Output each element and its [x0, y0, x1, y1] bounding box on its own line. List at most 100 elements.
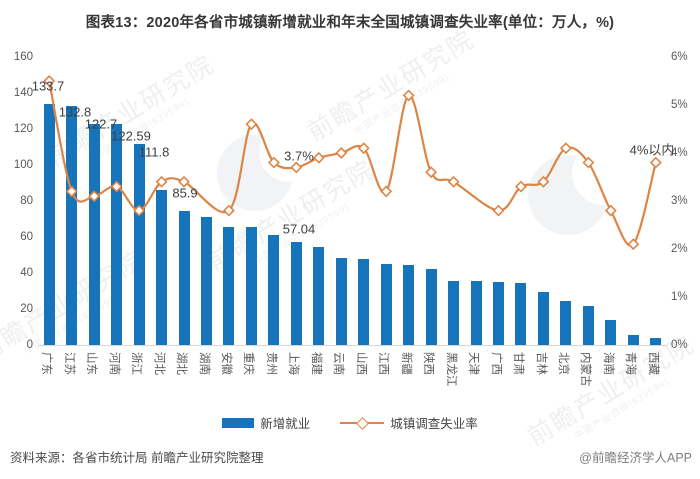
- legend-line-label: 城镇调查失业率: [390, 417, 478, 431]
- bar-黑龙江: [448, 280, 460, 345]
- bar-广东: [43, 104, 55, 345]
- left-y-axis: 160 140 120 100 80 60 40 20 0: [0, 51, 33, 351]
- line-point-marker: [110, 180, 123, 193]
- bar-海南: [605, 320, 617, 345]
- x-label-黑龙江: 黑龙江: [442, 349, 464, 411]
- line-point-marker: [515, 180, 527, 193]
- x-label-text: 广东: [40, 352, 53, 375]
- x-label-青海: 青海: [622, 349, 644, 411]
- line-point-marker: [222, 204, 235, 217]
- bar-广西: [493, 281, 505, 345]
- bar-内蒙古: [582, 305, 594, 345]
- data-label: 85.9: [172, 185, 198, 201]
- left-axis-tick: 160: [13, 51, 33, 63]
- bar-上海: [290, 242, 302, 345]
- bar-湖北: [178, 211, 190, 345]
- x-label-text: 吉林: [534, 352, 547, 375]
- unemployment-line: [48, 80, 657, 247]
- x-label-广西: 广西: [487, 349, 509, 411]
- bar-天津: [470, 280, 482, 345]
- legend-item-line: 城镇调查失业率: [340, 413, 478, 432]
- line-point-marker: [155, 175, 168, 188]
- line-point-marker: [537, 175, 550, 188]
- right-axis-tick: 1%: [671, 291, 688, 303]
- x-label-贵州: 贵州: [263, 349, 285, 411]
- right-axis-tick: 0%: [671, 339, 688, 351]
- x-label-河北: 河北: [150, 349, 172, 411]
- x-label-text: 湖南: [197, 352, 210, 375]
- data-label: 122.7: [84, 116, 118, 132]
- x-label-text: 浙江: [130, 352, 143, 375]
- bar-series-swatch: [222, 417, 255, 428]
- bar-福建: [313, 246, 325, 345]
- line-point-marker: [380, 185, 393, 198]
- right-axis-tick: 6%: [671, 51, 688, 63]
- x-label-福建: 福建: [308, 349, 330, 411]
- line-point-marker: [492, 204, 505, 217]
- right-axis-tick: 3%: [671, 195, 688, 207]
- bar-重庆: [245, 227, 257, 345]
- x-label-新疆: 新疆: [398, 349, 420, 411]
- x-label-text: 福建: [309, 352, 322, 375]
- data-label: 4%以内: [629, 142, 675, 158]
- x-label-text: 河北: [152, 352, 165, 375]
- footer: 资料来源：各省市统计局 前瞻产业研究院整理 @前瞻经济学人APP: [10, 447, 692, 466]
- bar-河北: [156, 190, 168, 345]
- x-label-海南: 海南: [600, 349, 622, 411]
- unemployment-line-layer: [43, 75, 662, 251]
- line-point-marker: [290, 161, 303, 174]
- bar-云南: [335, 257, 347, 345]
- x-axis-labels: 广东 江苏 山东 河南 浙江 河北 湖北 湖南 安徽 重庆 贵州 上海 福建 云南 山西 江西 新疆 陕西 黑龙江天…: [38, 349, 667, 411]
- x-label-text: 广西: [489, 352, 502, 375]
- x-label-text: 海南: [601, 352, 614, 375]
- line-point-marker: [582, 156, 595, 169]
- left-axis-tick: 0: [26, 339, 33, 351]
- x-label-北京: 北京: [555, 349, 577, 411]
- x-label-吉林: 吉林: [532, 349, 554, 411]
- x-label-text: 山西: [354, 352, 367, 375]
- bar-山东: [88, 124, 100, 345]
- credit-note: @前瞻经济学人APP: [579, 451, 692, 465]
- bar-河南: [111, 124, 123, 345]
- data-label: 133.7: [31, 78, 65, 94]
- line-point-marker: [312, 151, 325, 164]
- left-axis-tick: 20: [20, 303, 33, 315]
- x-label-text: 甘肃: [512, 352, 525, 375]
- x-label-text: 重庆: [242, 352, 255, 375]
- bar-江苏: [66, 105, 78, 345]
- left-axis-tick: 120: [13, 123, 33, 135]
- line-point-marker: [447, 175, 460, 188]
- line-point-marker: [65, 185, 78, 198]
- left-axis-tick: 60: [20, 231, 33, 243]
- line-point-marker: [649, 156, 662, 169]
- x-label-浙江: 浙江: [128, 349, 150, 411]
- line-point-marker: [133, 204, 146, 217]
- left-axis-tick: 80: [20, 195, 33, 207]
- x-label-text: 天津: [467, 352, 480, 375]
- x-label-江西: 江西: [375, 349, 397, 411]
- bar-新疆: [403, 265, 415, 345]
- x-label-text: 内蒙古: [579, 352, 592, 387]
- line-point-marker: [402, 89, 415, 102]
- bar-江西: [380, 264, 392, 345]
- x-label-text: 河南: [107, 352, 120, 375]
- line-series-swatch: [340, 416, 385, 430]
- x-label-西藏: 西藏: [645, 349, 667, 411]
- x-label-陕西: 陕西: [420, 349, 442, 411]
- x-label-text: 江西: [377, 352, 390, 375]
- bar-山西: [358, 258, 370, 345]
- x-label-内蒙古: 内蒙古: [577, 349, 599, 411]
- source-note: 资料来源：各省市统计局 前瞻产业研究院整理: [10, 451, 264, 465]
- x-label-广东: 广东: [38, 349, 60, 411]
- line-point-marker: [425, 166, 438, 179]
- line-point-marker: [627, 238, 640, 251]
- x-label-重庆: 重庆: [240, 349, 262, 411]
- line-point-marker: [245, 118, 258, 131]
- bar-甘肃: [515, 282, 527, 345]
- bar-陕西: [425, 269, 437, 345]
- right-axis-tick: 4%: [671, 147, 688, 159]
- x-label-text: 新疆: [399, 352, 412, 375]
- x-label-text: 黑龙江: [444, 352, 457, 387]
- legend-item-bar: 新增就业: [222, 413, 310, 432]
- line-point-marker: [178, 175, 190, 188]
